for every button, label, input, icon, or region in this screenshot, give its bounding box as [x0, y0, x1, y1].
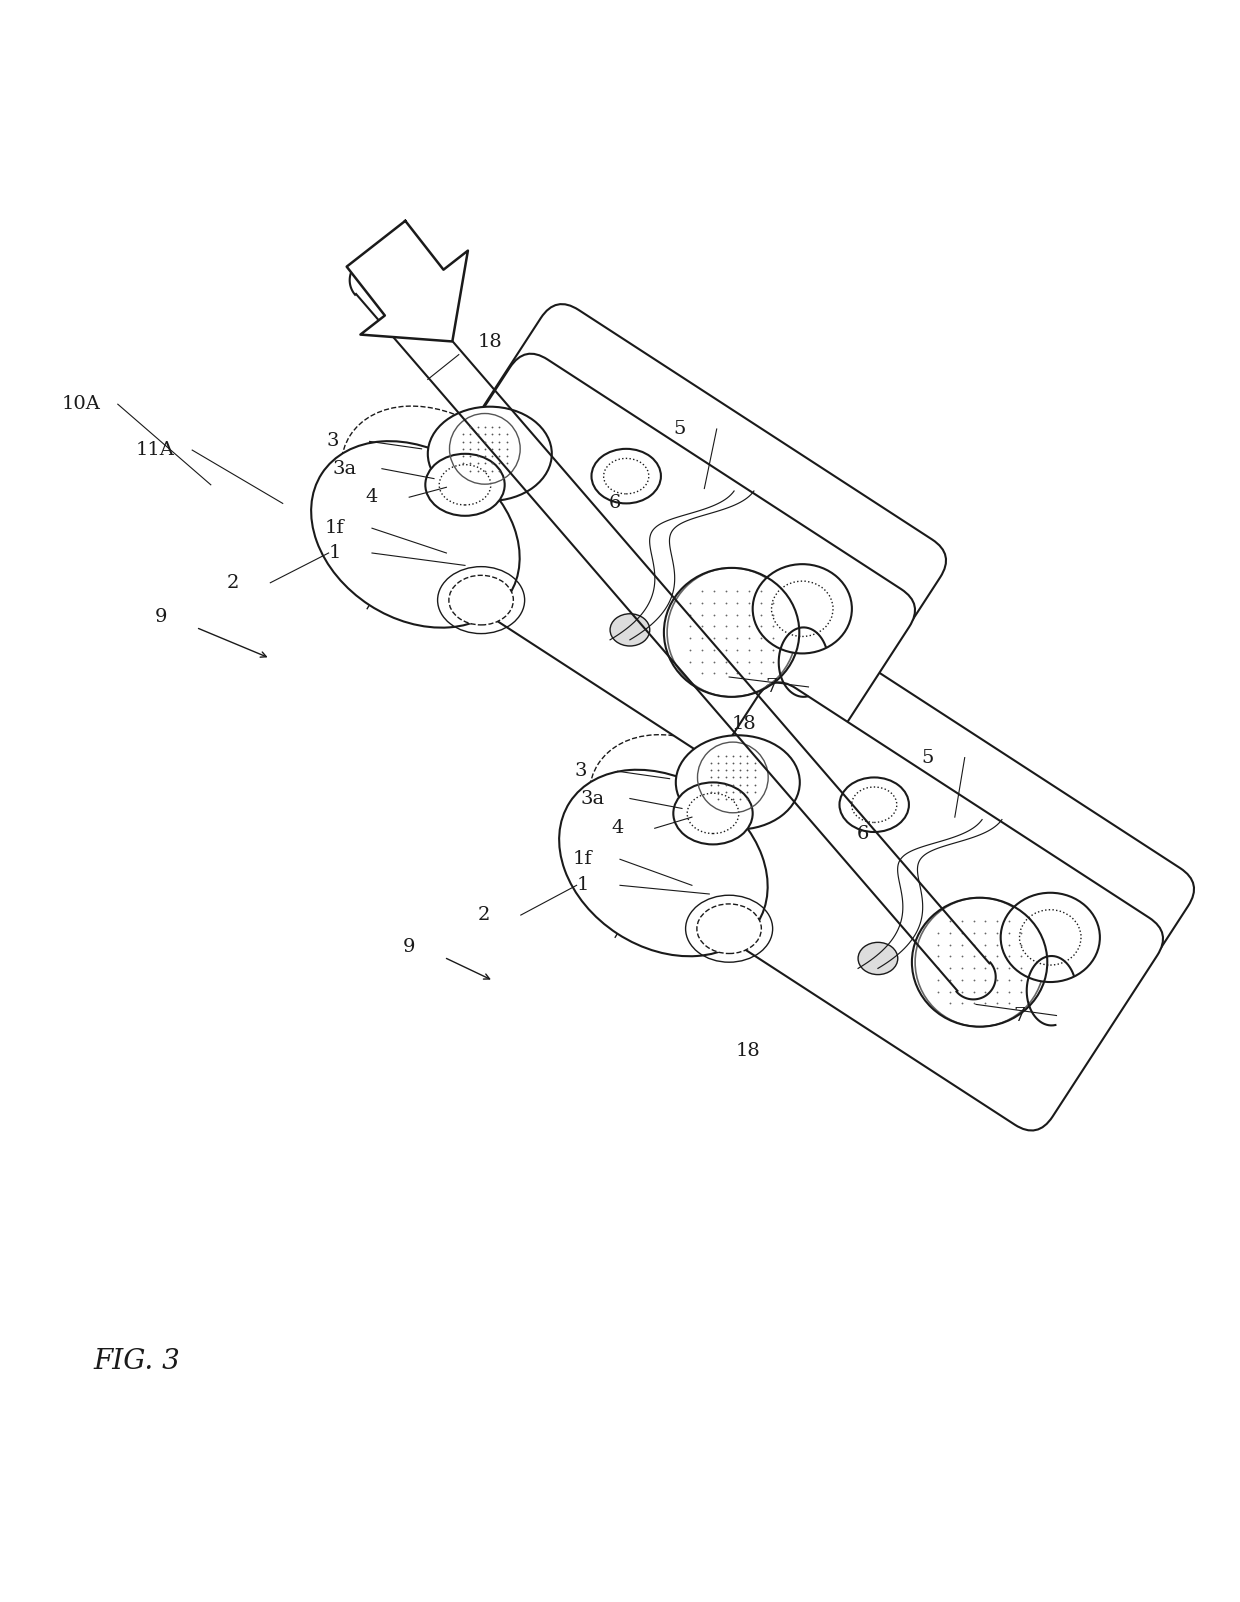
Ellipse shape: [311, 441, 520, 628]
FancyBboxPatch shape: [678, 633, 1194, 1081]
Text: 7: 7: [1013, 1006, 1025, 1025]
Text: 1: 1: [577, 876, 589, 894]
Text: 1f: 1f: [325, 519, 345, 537]
Text: 9: 9: [403, 939, 415, 956]
Ellipse shape: [425, 453, 505, 516]
Ellipse shape: [673, 782, 753, 844]
Text: 1f: 1f: [573, 851, 593, 868]
Text: 10A: 10A: [61, 396, 100, 413]
Ellipse shape: [858, 942, 898, 974]
Text: 6: 6: [857, 825, 869, 844]
Ellipse shape: [687, 793, 739, 833]
Ellipse shape: [610, 614, 650, 646]
Text: 3: 3: [326, 433, 339, 450]
Text: 11A: 11A: [135, 441, 175, 460]
Text: 18: 18: [477, 333, 502, 351]
Ellipse shape: [449, 575, 513, 625]
Ellipse shape: [1019, 910, 1081, 964]
Ellipse shape: [1001, 892, 1100, 982]
FancyBboxPatch shape: [430, 304, 946, 753]
Text: 3a: 3a: [580, 790, 605, 807]
Ellipse shape: [676, 735, 800, 830]
Ellipse shape: [439, 465, 491, 505]
Text: 9: 9: [155, 609, 167, 626]
Text: 5: 5: [673, 420, 686, 437]
Text: 5: 5: [921, 748, 934, 767]
Text: 6: 6: [609, 495, 621, 513]
Text: 2: 2: [477, 907, 490, 924]
Text: 4: 4: [611, 819, 624, 838]
Text: 18: 18: [732, 714, 756, 734]
Text: 18: 18: [735, 1043, 760, 1061]
Polygon shape: [347, 221, 467, 341]
Text: FIG. 3: FIG. 3: [93, 1347, 180, 1375]
Ellipse shape: [341, 405, 539, 582]
Text: 3a: 3a: [332, 460, 357, 477]
Text: 1: 1: [329, 545, 341, 562]
Ellipse shape: [589, 735, 787, 910]
Ellipse shape: [852, 787, 897, 822]
Ellipse shape: [839, 777, 909, 831]
Ellipse shape: [771, 582, 833, 636]
Ellipse shape: [428, 407, 552, 501]
Text: 4: 4: [366, 489, 378, 506]
FancyBboxPatch shape: [647, 682, 1163, 1131]
Text: 7: 7: [765, 678, 777, 695]
Text: 3: 3: [574, 763, 587, 780]
Ellipse shape: [604, 458, 649, 493]
Ellipse shape: [697, 904, 761, 953]
Text: 2: 2: [227, 574, 239, 591]
Ellipse shape: [559, 769, 768, 956]
Ellipse shape: [753, 564, 852, 654]
FancyBboxPatch shape: [399, 354, 915, 803]
Ellipse shape: [591, 449, 661, 503]
